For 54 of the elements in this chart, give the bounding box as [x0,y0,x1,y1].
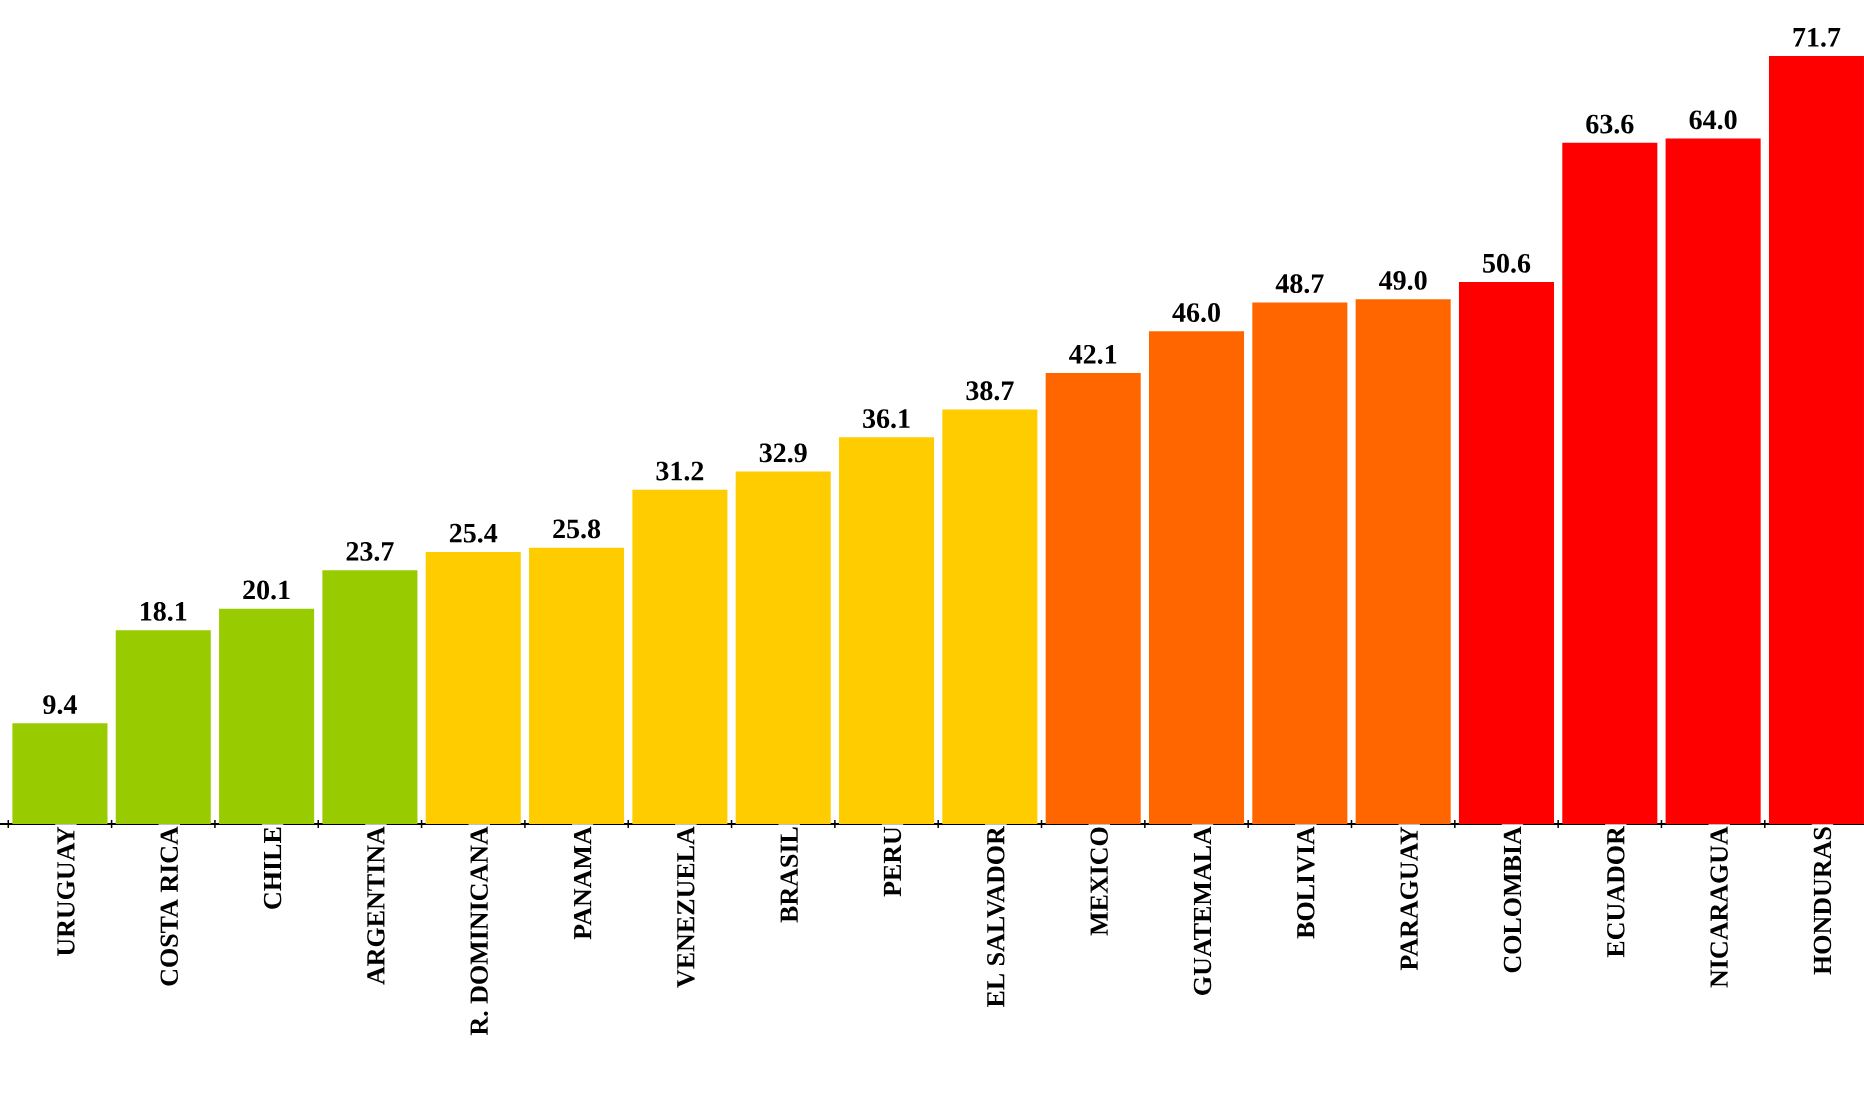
data-label: 71.7 [1793,27,1841,47]
data-label: 25.8 [553,519,601,539]
bar [1458,282,1555,824]
x-tick-label: COLOMBIA [1503,826,1522,973]
x-tick-label: PANAMA [573,826,592,940]
data-label: 50.6 [1483,253,1531,273]
data-label: 38.7 [966,381,1014,401]
data-label: 42.1 [1069,344,1117,364]
bar [942,409,1038,824]
bar [322,570,418,824]
x-tick-label: COSTA RICA [160,826,178,986]
bar [1562,142,1658,824]
data-label: 49.0 [1379,270,1427,290]
data-label: 9.4 [43,695,77,715]
bar [1045,373,1141,824]
bar [425,551,521,824]
bar [1252,302,1348,824]
data-label: 25.4 [449,523,498,543]
data-label: 31.2 [656,461,704,481]
x-tick-label: CHILE [263,827,282,909]
bar [12,723,108,824]
bar [529,547,625,824]
bar [219,608,315,824]
x-tick-label: ECUADOR [1607,825,1625,958]
data-label: 20.1 [243,580,290,600]
x-tick-label: VENEZUELA [677,826,695,988]
x-tick-label: MEXICO [1090,827,1108,936]
data-label: 46.0 [1172,303,1220,323]
bar [1768,56,1864,824]
bar [1148,331,1245,824]
x-tick-label: NICARAGUA [1710,826,1728,988]
bar [632,489,728,824]
bar [735,471,831,824]
bar [115,630,211,824]
x-tick-label: GUATEMALA [1193,826,1212,995]
x-tick-label: BOLIVIA [1297,826,1315,939]
data-label: 18.1 [141,601,187,621]
bar [1355,299,1451,824]
x-tick-label: BRASIL [780,827,798,923]
data-label: 63.6 [1586,114,1634,134]
bar [1665,138,1761,824]
x-tick-label: PERU [883,826,902,897]
data-label: 64.0 [1689,110,1737,130]
x-tick-label: PARAGUAY [1400,826,1418,971]
x-tick-label: HONDURAS [1813,827,1832,975]
bar [839,437,935,824]
x-tick-label: ARGENTINA [367,826,385,985]
x-tick-label: EL SALVADOR [987,825,1005,1008]
data-label: 36.1 [863,409,910,429]
x-tick-label: URUGUAY [57,826,75,957]
data-label: 32.9 [759,443,807,463]
data-label: 48.7 [1275,274,1324,294]
x-tick-label: R. DOMINICANA [470,826,489,1036]
data-label: 23.7 [346,542,394,561]
